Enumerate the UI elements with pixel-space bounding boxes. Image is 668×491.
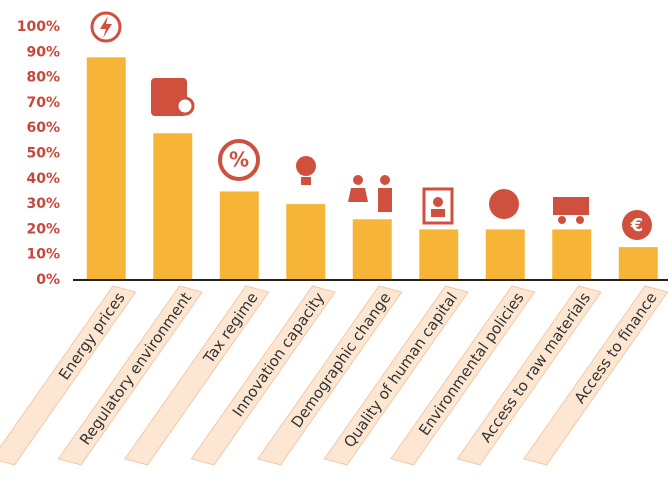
icon-euro: €: [630, 215, 644, 236]
icon-bulb-base: [301, 177, 311, 185]
bar: [618, 247, 658, 280]
bar: [86, 57, 126, 280]
x-tick-group: Energy prices: [0, 285, 137, 466]
icon-wheel: [558, 216, 566, 224]
x-label-box: [124, 285, 270, 466]
bar: [153, 133, 193, 280]
icon-person: [353, 175, 363, 185]
bar: [352, 219, 392, 280]
icon-percent-ring: [218, 139, 260, 181]
bar: [219, 191, 259, 280]
x-tick-group: Tax regime: [124, 285, 270, 466]
icon-moneybag: [622, 210, 652, 240]
bar: [419, 229, 459, 280]
x-tick-group: Access to raw materials: [456, 285, 602, 466]
icon-badge-body: [431, 209, 445, 217]
bar: [485, 229, 525, 280]
x-tick-label: Tax regime: [199, 289, 261, 367]
x-tick-group: Regulatory environment: [57, 285, 203, 466]
y-tick-label: 30%: [26, 196, 60, 212]
x-tick-group: Access to finance: [523, 285, 668, 466]
x-label-box: [390, 285, 536, 466]
y-tick-label: 0%: [36, 272, 60, 288]
icon-bulb: [296, 156, 316, 176]
bar: [286, 204, 326, 280]
icon-badge-head: [433, 197, 443, 207]
x-label-box: [190, 285, 336, 466]
x-label-box: [257, 285, 403, 466]
icon-magnifier: [175, 96, 195, 116]
y-tick-label: 80%: [26, 70, 60, 86]
y-tick-label: 100%: [17, 19, 60, 35]
y-tick-label: 10%: [26, 247, 60, 263]
icon-person-body: [378, 188, 392, 212]
icon-person-body: [348, 188, 368, 202]
icon-bulb-bolt: [90, 11, 122, 43]
icon-person: [380, 175, 390, 185]
icons: % €: [90, 11, 652, 240]
x-tick-group: Demographic change: [257, 285, 403, 466]
icon-wheel: [576, 216, 584, 224]
x-tick-group: Quality of human capital: [323, 285, 469, 466]
y-tick-label: 40%: [26, 171, 60, 187]
x-tick-label: Energy prices: [55, 289, 129, 383]
icon-percent: %: [229, 148, 249, 172]
icon-globe: [489, 189, 519, 219]
icon-cart: [553, 197, 589, 215]
x-label-box: [0, 285, 137, 466]
x-tick-group: Innovation capacity: [190, 285, 336, 466]
y-tick-label: 70%: [26, 95, 60, 111]
y-tick-label: 50%: [26, 146, 60, 162]
y-tick-label: 20%: [26, 221, 60, 237]
x-label-box: [456, 285, 602, 466]
x-label-box: [323, 285, 469, 466]
x-tick-group: Environmental policies: [390, 285, 536, 466]
x-label-box: [57, 285, 203, 466]
y-tick-label: 90%: [26, 44, 60, 60]
icon-bolt: [100, 16, 112, 38]
y-tick-label: 60%: [26, 120, 60, 136]
bar: [552, 229, 592, 280]
x-tick-label: Quality of human capital: [340, 289, 461, 451]
